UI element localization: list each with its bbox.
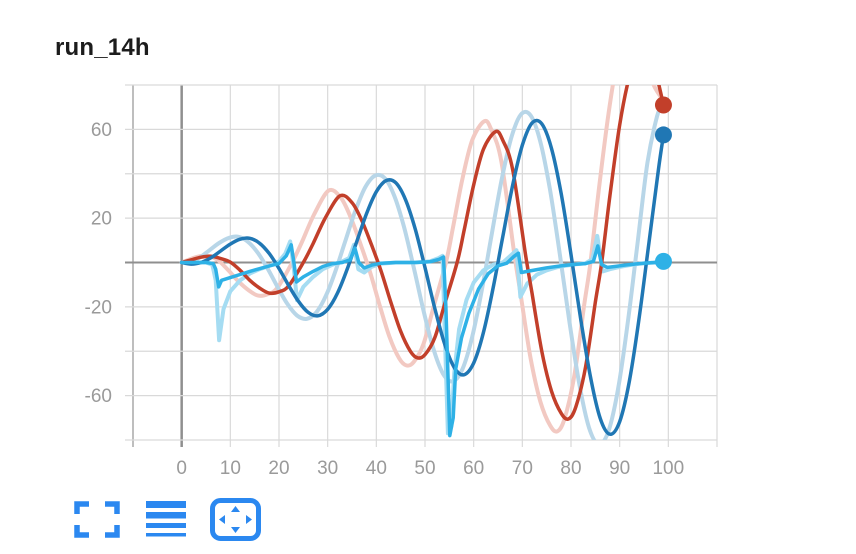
x-tick-label: 80 <box>560 458 581 479</box>
x-tick-label: 100 <box>652 458 684 479</box>
series-red-raw <box>179 85 666 434</box>
series-blue-smoothed <box>179 118 666 436</box>
x-tick-label: 0 <box>176 458 187 479</box>
y-tick-label: -20 <box>85 297 112 318</box>
pan-zoom-button[interactable] <box>209 498 261 546</box>
stacked-bars-icon <box>146 501 186 543</box>
y-tick-label: 20 <box>91 209 112 230</box>
x-tick-label: 10 <box>220 458 241 479</box>
x-tick-label: 20 <box>268 458 289 479</box>
pan-arrows-icon <box>209 498 261 546</box>
blue-endpoint <box>654 126 672 144</box>
y-tick-label: -60 <box>85 386 112 407</box>
x-tick-label: 60 <box>463 458 484 479</box>
series-blue-raw <box>179 100 666 440</box>
x-tick-label: 30 <box>317 458 338 479</box>
fullscreen-button[interactable] <box>71 499 123 545</box>
page-title: run_14h <box>55 34 150 61</box>
series-cyan-smoothed <box>179 243 666 438</box>
x-tick-label: 40 <box>366 458 387 479</box>
legend-button[interactable] <box>140 499 192 545</box>
x-tick-label: 70 <box>512 458 533 479</box>
x-tick-label: 50 <box>414 458 435 479</box>
chart-toolbar <box>71 498 261 546</box>
cyan-endpoint <box>654 252 672 270</box>
red-endpoint <box>654 96 672 114</box>
x-tick-label: 90 <box>609 458 630 479</box>
y-tick-label: 60 <box>91 120 112 141</box>
fullscreen-icon <box>74 501 120 543</box>
series-red-smoothed <box>179 85 666 421</box>
